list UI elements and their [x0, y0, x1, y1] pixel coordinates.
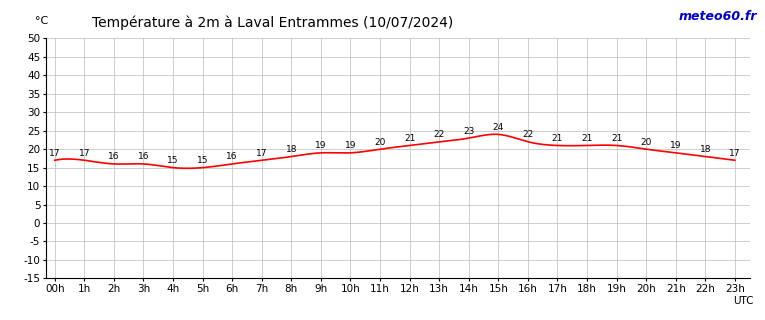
Text: 21: 21 [611, 134, 622, 143]
Text: 19: 19 [670, 141, 682, 150]
Text: 16: 16 [138, 152, 149, 161]
Text: 15: 15 [197, 156, 208, 165]
Text: 24: 24 [493, 123, 504, 132]
Text: 18: 18 [285, 145, 297, 154]
Text: 18: 18 [700, 145, 711, 154]
Text: meteo60.fr: meteo60.fr [679, 10, 757, 23]
Text: 21: 21 [581, 134, 593, 143]
Text: 17: 17 [49, 149, 60, 158]
Text: 15: 15 [168, 156, 179, 165]
Text: Température à 2m à Laval Entrammes (10/07/2024): Température à 2m à Laval Entrammes (10/0… [92, 16, 453, 30]
Text: 23: 23 [463, 126, 474, 135]
Text: 17: 17 [729, 149, 741, 158]
Text: 22: 22 [434, 130, 444, 139]
Text: 20: 20 [640, 138, 652, 147]
Text: °C: °C [35, 16, 49, 26]
Text: 16: 16 [226, 152, 238, 161]
Text: 21: 21 [404, 134, 415, 143]
Text: 19: 19 [345, 141, 356, 150]
Text: 19: 19 [315, 141, 327, 150]
Text: 22: 22 [522, 130, 533, 139]
Text: 16: 16 [108, 152, 119, 161]
Text: 17: 17 [79, 149, 90, 158]
Text: 17: 17 [256, 149, 268, 158]
Text: 20: 20 [374, 138, 386, 147]
Text: 21: 21 [552, 134, 563, 143]
Text: UTC: UTC [733, 296, 754, 306]
